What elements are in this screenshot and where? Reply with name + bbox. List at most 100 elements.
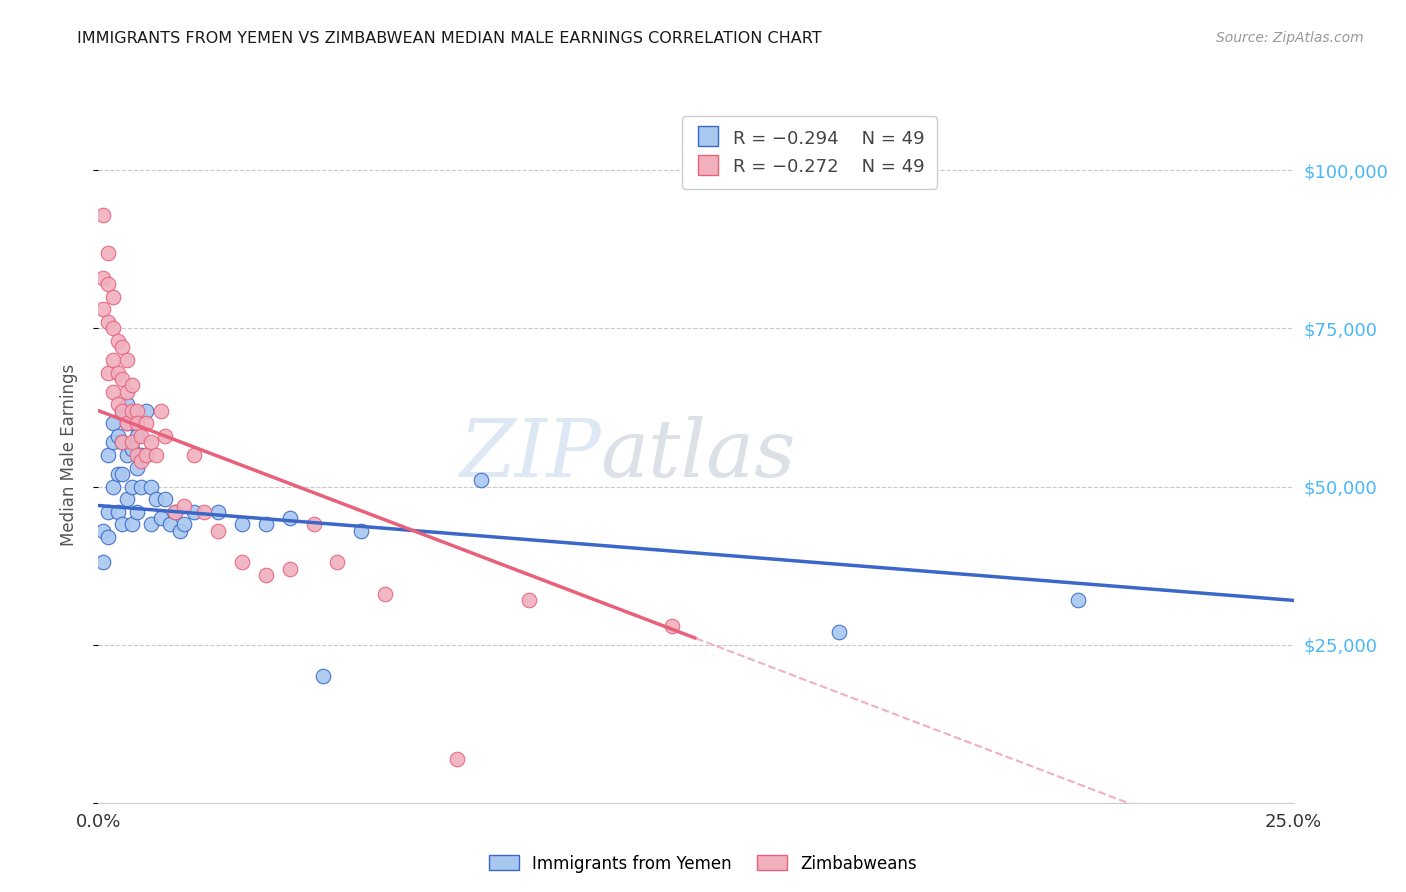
- Point: [135, 448, 157, 462]
- Point: [135, 417, 157, 431]
- Point: [254, 517, 277, 532]
- Point: [97, 505, 120, 519]
- Point: [97, 530, 120, 544]
- Point: [97, 315, 120, 329]
- Point: [159, 517, 181, 532]
- Point: [1067, 593, 1090, 607]
- Point: [121, 479, 143, 493]
- Legend: Immigrants from Yemen, Zimbabweans: Immigrants from Yemen, Zimbabweans: [482, 848, 924, 880]
- Point: [101, 384, 124, 399]
- Point: [101, 290, 124, 304]
- Point: [278, 511, 301, 525]
- Y-axis label: Median Male Earnings: Median Male Earnings: [59, 364, 77, 546]
- Point: [173, 499, 195, 513]
- Point: [125, 429, 148, 443]
- Point: [193, 505, 215, 519]
- Point: [139, 479, 162, 493]
- Point: [125, 403, 148, 417]
- Point: [111, 517, 134, 532]
- Point: [149, 403, 172, 417]
- Text: ZIP: ZIP: [458, 417, 600, 493]
- Point: [517, 593, 540, 607]
- Point: [139, 435, 162, 450]
- Text: atlas: atlas: [600, 417, 796, 493]
- Point: [107, 429, 129, 443]
- Point: [91, 208, 114, 222]
- Point: [135, 448, 157, 462]
- Point: [115, 353, 138, 368]
- Point: [115, 448, 138, 462]
- Point: [155, 492, 177, 507]
- Point: [111, 435, 134, 450]
- Point: [131, 448, 153, 462]
- Point: [91, 556, 114, 570]
- Point: [97, 366, 120, 380]
- Point: [121, 442, 143, 456]
- Point: [107, 505, 129, 519]
- Point: [145, 448, 167, 462]
- Point: [169, 524, 191, 538]
- Point: [131, 479, 153, 493]
- Point: [828, 625, 851, 640]
- Point: [111, 372, 134, 386]
- Point: [312, 669, 335, 683]
- Point: [470, 473, 492, 487]
- Point: [107, 467, 129, 481]
- Point: [101, 417, 124, 431]
- Point: [350, 524, 373, 538]
- Point: [111, 340, 134, 354]
- Point: [163, 505, 186, 519]
- Point: [254, 568, 277, 582]
- Point: [207, 505, 229, 519]
- Point: [91, 524, 114, 538]
- Point: [97, 277, 120, 292]
- Point: [125, 417, 148, 431]
- Point: [446, 751, 468, 765]
- Point: [183, 448, 205, 462]
- Point: [111, 467, 134, 481]
- Point: [207, 524, 229, 538]
- Point: [101, 479, 124, 493]
- Point: [97, 448, 120, 462]
- Point: [231, 517, 253, 532]
- Point: [97, 245, 120, 260]
- Point: [139, 517, 162, 532]
- Point: [91, 270, 114, 285]
- Point: [661, 618, 683, 632]
- Point: [111, 403, 134, 417]
- Point: [125, 460, 148, 475]
- Point: [115, 417, 138, 431]
- Point: [121, 517, 143, 532]
- Point: [163, 505, 186, 519]
- Point: [326, 556, 349, 570]
- Text: Source: ZipAtlas.com: Source: ZipAtlas.com: [1216, 31, 1364, 45]
- Point: [149, 511, 172, 525]
- Point: [107, 366, 129, 380]
- Text: IMMIGRANTS FROM YEMEN VS ZIMBABWEAN MEDIAN MALE EARNINGS CORRELATION CHART: IMMIGRANTS FROM YEMEN VS ZIMBABWEAN MEDI…: [77, 31, 823, 46]
- Point: [115, 417, 138, 431]
- Point: [107, 334, 129, 348]
- Point: [231, 556, 253, 570]
- Point: [374, 587, 396, 601]
- Legend: R = −0.294    N = 49, R = −0.272    N = 49: R = −0.294 N = 49, R = −0.272 N = 49: [682, 116, 936, 189]
- Point: [131, 429, 153, 443]
- Point: [125, 505, 148, 519]
- Point: [155, 429, 177, 443]
- Point: [135, 403, 157, 417]
- Point: [121, 403, 143, 417]
- Point: [173, 517, 195, 532]
- Point: [115, 384, 138, 399]
- Point: [107, 397, 129, 411]
- Point: [121, 378, 143, 392]
- Point: [278, 562, 301, 576]
- Point: [101, 321, 124, 335]
- Point: [101, 435, 124, 450]
- Point: [115, 397, 138, 411]
- Point: [111, 435, 134, 450]
- Point: [125, 448, 148, 462]
- Point: [111, 403, 134, 417]
- Point: [183, 505, 205, 519]
- Point: [121, 417, 143, 431]
- Point: [131, 454, 153, 468]
- Point: [302, 517, 325, 532]
